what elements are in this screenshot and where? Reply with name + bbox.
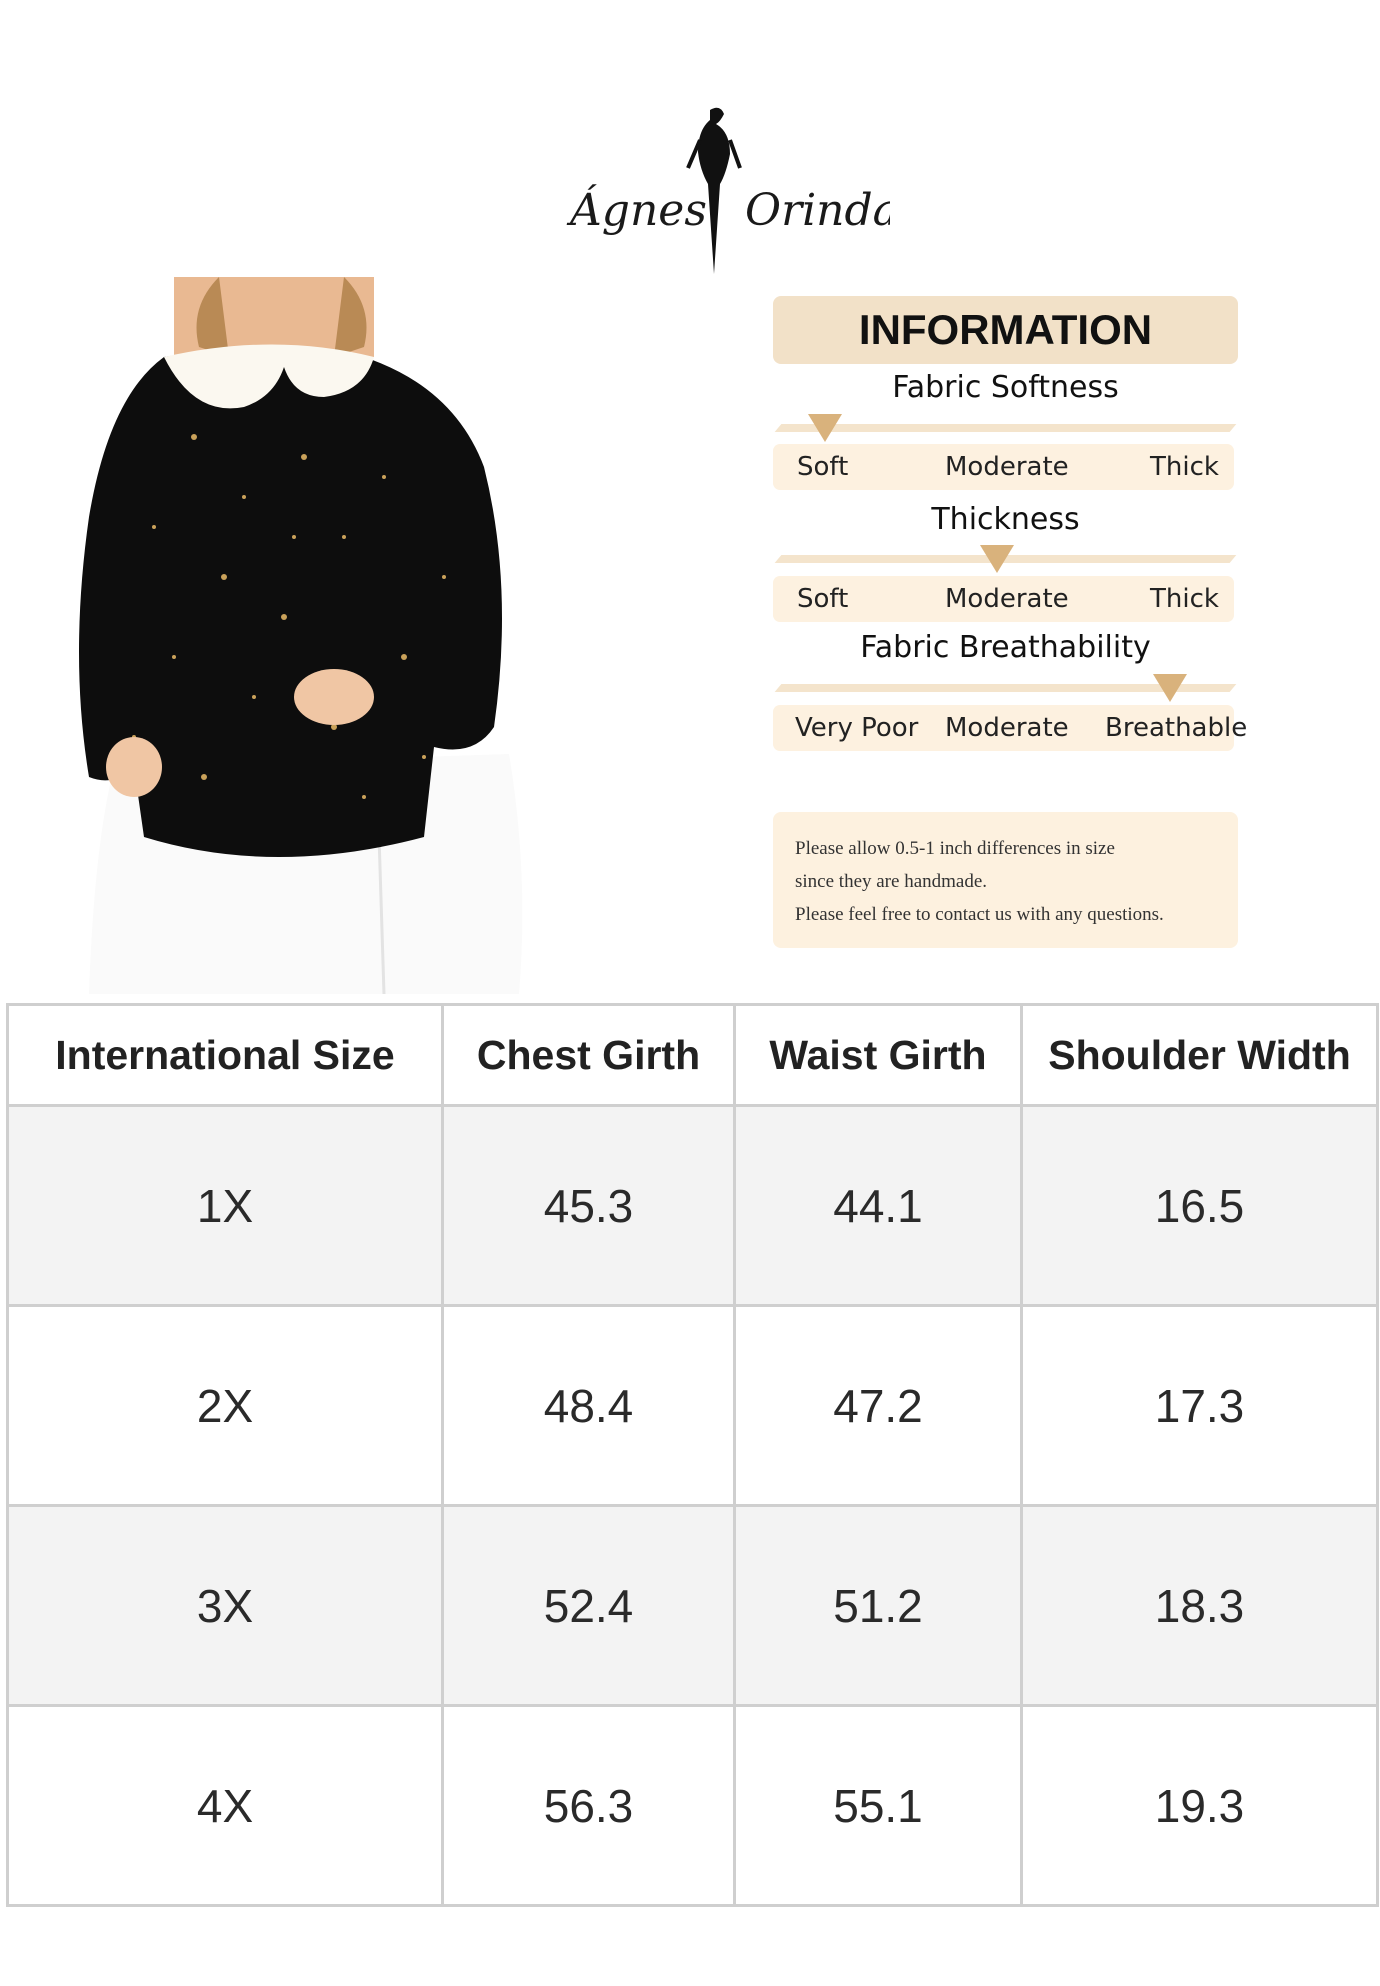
svg-text:Orinda: Orinda [745,185,890,236]
scale-label: Thick [1150,584,1219,614]
softness-scale-labels: Soft Moderate Thick [773,444,1234,490]
softness-scale-bar [774,424,1237,432]
thickness-scale-labels: Soft Moderate Thick [773,576,1234,622]
table-cell: 3X [6,1504,444,1707]
table-cell: 45.3 [441,1104,736,1307]
thickness-title: Thickness [931,502,1080,537]
table-row: 1X 45.3 44.1 16.5 [6,1104,1379,1307]
scale-label: Breathable [1105,713,1248,743]
column-header: International Size [6,1003,444,1107]
table-cell: 18.3 [1020,1504,1379,1707]
note-line: Please feel free to contact us with any … [795,904,1164,925]
breathability-scale-labels: Very Poor Moderate Breathable [773,705,1247,751]
table-row: 3X 52.4 51.2 18.3 [6,1504,1379,1707]
table-cell: 2X [6,1304,444,1507]
table-cell: 56.3 [441,1704,736,1907]
size-note: Please allow 0.5-1 inch differences in s… [773,812,1238,948]
table-cell: 55.1 [733,1704,1023,1907]
scale-label: Very Poor [795,713,919,743]
scale-label: Moderate [945,452,1069,482]
softness-marker-icon [808,414,842,442]
svg-text:Ágnes: Ágnes [566,183,707,236]
table-row: 2X 48.4 47.2 17.3 [6,1304,1379,1507]
star-pattern [132,434,446,799]
scale-label: Thick [1150,452,1219,482]
column-header: Waist Girth [733,1003,1023,1107]
scale-label: Soft [797,584,849,614]
product-photo [79,277,523,994]
table-cell: 4X [6,1704,444,1907]
brand-logo: Ágnes Orinda [566,107,890,274]
table-cell: 19.3 [1020,1704,1379,1907]
table-cell: 47.2 [733,1304,1023,1507]
table-cell: 16.5 [1020,1104,1379,1307]
scale-label: Moderate [945,584,1069,614]
fabric-breathability-title: Fabric Breathability [860,630,1151,665]
table-header-row: International Size Chest Girth Waist Gir… [6,1003,1379,1107]
size-chart-table: International Size Chest Girth Waist Gir… [6,1003,1379,1907]
breathability-marker-icon [1153,674,1187,702]
column-header: Chest Girth [441,1003,736,1107]
thickness-marker-icon [980,545,1014,573]
table-cell: 17.3 [1020,1304,1379,1507]
table-cell: 51.2 [733,1504,1023,1707]
table-cell: 1X [6,1104,444,1307]
scale-label: Soft [797,452,849,482]
scale-label: Moderate [945,713,1069,743]
note-line: Please allow 0.5-1 inch differences in s… [795,838,1115,859]
table-cell: 52.4 [441,1504,736,1707]
table-cell: 48.4 [441,1304,736,1507]
note-line: since they are handmade. [795,871,988,892]
table-row: 4X 56.3 55.1 19.3 [6,1704,1379,1907]
information-header: INFORMATION [773,296,1238,364]
fabric-softness-title: Fabric Softness [892,370,1119,405]
column-header: Shoulder Width [1020,1003,1379,1107]
table-cell: 44.1 [733,1104,1023,1307]
